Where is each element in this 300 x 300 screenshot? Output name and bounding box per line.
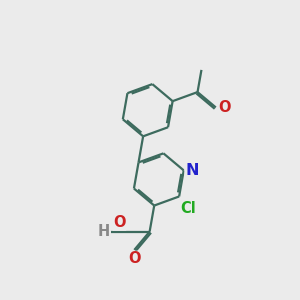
Text: H: H bbox=[98, 224, 110, 239]
Text: Cl: Cl bbox=[181, 201, 196, 216]
Text: N: N bbox=[185, 163, 199, 178]
Text: O: O bbox=[113, 215, 126, 230]
Text: O: O bbox=[218, 100, 231, 115]
Text: O: O bbox=[128, 251, 140, 266]
